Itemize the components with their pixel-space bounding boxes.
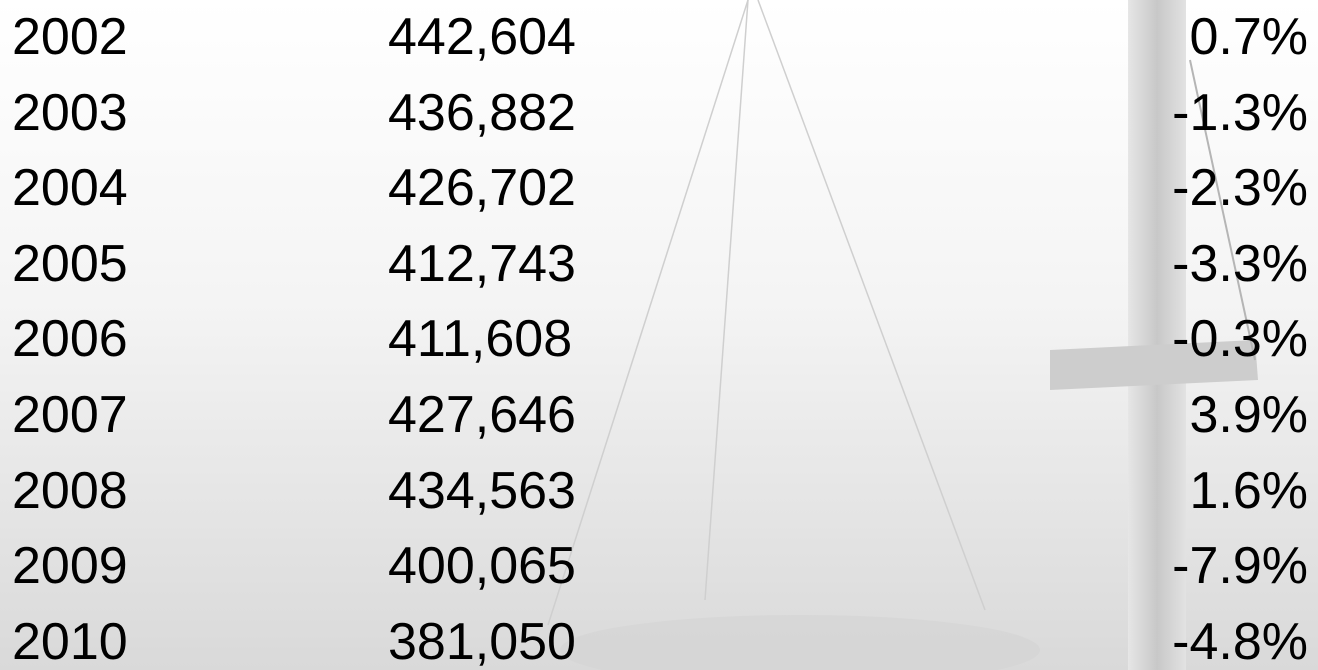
background-graphic: [0, 0, 1318, 670]
value-cell: 442,604: [388, 7, 576, 67]
scale-strings: [548, 0, 985, 625]
year-cell: 2008: [12, 461, 128, 521]
year-cell: 2002: [12, 7, 128, 67]
value-cell: 381,050: [388, 612, 576, 670]
change-cell: -1.3%: [1172, 83, 1308, 143]
change-cell: -7.9%: [1172, 536, 1308, 596]
value-cell: 400,065: [388, 536, 576, 596]
value-cell: 411,608: [388, 309, 572, 369]
value-cell: 434,563: [388, 461, 576, 521]
value-cell: 412,743: [388, 234, 576, 294]
year-cell: 2010: [12, 612, 128, 670]
value-cell: 436,882: [388, 83, 576, 143]
change-cell: -0.3%: [1172, 309, 1308, 369]
slide: 2002 442,604 0.7% 2003 436,882 -1.3% 2004 426,7…: [0, 0, 1318, 670]
value-cell: 426,702: [388, 158, 576, 218]
year-cell: 2009: [12, 536, 128, 596]
year-cell: 2004: [12, 158, 128, 218]
change-cell: -4.8%: [1172, 612, 1308, 670]
scale-pan: [560, 615, 1040, 670]
year-cell: 2006: [12, 309, 128, 369]
year-cell: 2005: [12, 234, 128, 294]
change-cell: -3.3%: [1172, 234, 1308, 294]
year-cell: 2003: [12, 83, 128, 143]
change-cell: 3.9%: [1189, 385, 1308, 445]
value-cell: 427,646: [388, 385, 576, 445]
year-cell: 2007: [12, 385, 128, 445]
change-cell: 0.7%: [1189, 7, 1308, 67]
change-cell: 1.6%: [1189, 461, 1308, 521]
change-cell: -2.3%: [1172, 158, 1308, 218]
